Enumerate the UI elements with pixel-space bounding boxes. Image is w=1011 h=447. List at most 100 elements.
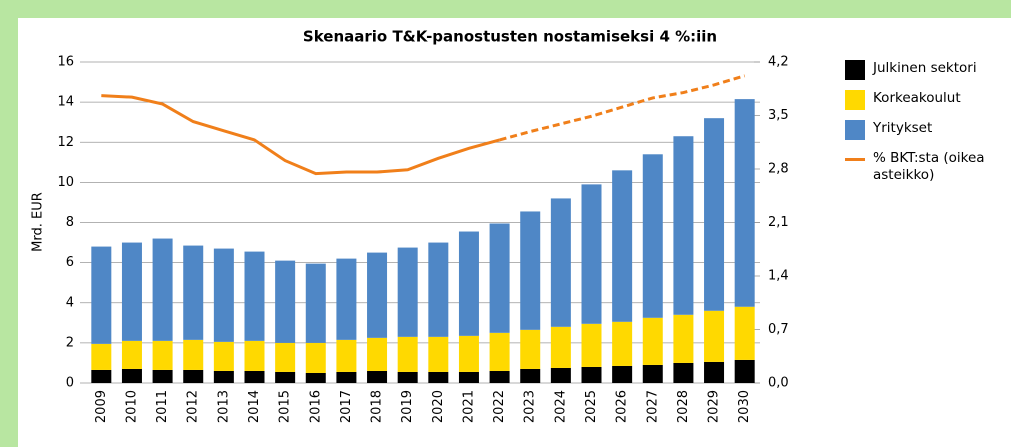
legend-swatch [845, 60, 865, 80]
bar-segment [673, 314, 694, 363]
y2-tick-label: 0,0 [768, 376, 789, 391]
bar-segment [428, 242, 449, 337]
y-tick-label: 16 [57, 55, 74, 70]
bar-segment [91, 246, 112, 344]
line-series [499, 74, 746, 142]
bar-segment [367, 337, 388, 371]
x-tick-label: 2027 [645, 390, 660, 423]
bar-segment [121, 242, 142, 341]
legend-item: Korkeakoulut [845, 90, 1008, 110]
bar-segment [244, 370, 265, 383]
bar-segment [489, 223, 510, 333]
bar-segment [183, 245, 204, 340]
x-tick-label: 2028 [676, 390, 691, 423]
bar-segment [673, 136, 694, 315]
bar-segment [121, 340, 142, 369]
legend-label: Yritykset [873, 120, 933, 136]
bar-segment [704, 361, 725, 383]
bar-segment [336, 258, 357, 340]
bar-segment [550, 367, 571, 383]
bar-segment [183, 339, 204, 370]
y-tick-label: 6 [66, 255, 74, 270]
bar-segment [428, 371, 449, 383]
bar-segment [397, 247, 418, 337]
y2-tick-label: 2,1 [768, 215, 789, 230]
bar-segment [734, 99, 755, 307]
x-tick-label: 2012 [186, 390, 201, 423]
x-tick-label: 2024 [553, 390, 568, 423]
x-tick-label: 2011 [155, 390, 170, 423]
bar-segment [397, 371, 418, 383]
y2-tick-label: 3,5 [768, 108, 789, 123]
bar-segment [642, 154, 663, 318]
x-tick-label: 2019 [400, 390, 415, 423]
bar-segment [642, 364, 663, 383]
bar-segment [305, 372, 326, 383]
y-tick-label: 4 [66, 295, 74, 310]
x-tick-label: 2009 [94, 390, 109, 423]
bar-segment [581, 323, 602, 367]
legend-label: % BKT:sta (oikea asteikko) [873, 150, 985, 183]
y-tick-label: 0 [66, 376, 74, 391]
bar-segment [428, 336, 449, 372]
bar-segment [244, 251, 265, 341]
y-axis-label: Mrd. EUR [31, 192, 46, 252]
bar-segment [704, 118, 725, 311]
bar-segment [305, 342, 326, 373]
x-tick-label: 2015 [278, 390, 293, 423]
legend-swatch [845, 120, 865, 140]
x-tick-label: 2022 [492, 390, 507, 423]
bar-segment [734, 306, 755, 360]
legend-label: Korkeakoulut [873, 90, 961, 106]
bar-segment [244, 340, 265, 371]
bar-segment [612, 365, 633, 383]
bar-segment [275, 342, 296, 372]
chart-title: Skenaario T&K-panostusten nostamiseksi 4… [303, 28, 717, 46]
legend-swatch [845, 90, 865, 110]
bar-segment [520, 368, 541, 383]
y-tick-label: 12 [57, 135, 74, 150]
x-tick-label: 2017 [339, 390, 354, 423]
bar-segment [213, 248, 234, 342]
bar-segment [336, 371, 357, 383]
y-tick-label: 2 [66, 335, 74, 350]
bar-segment [91, 343, 112, 370]
bar-segment [397, 336, 418, 372]
bar-segment [367, 370, 388, 383]
x-tick-label: 2029 [707, 390, 722, 423]
x-tick-label: 2018 [370, 390, 385, 423]
x-tick-label: 2030 [737, 390, 752, 423]
bar-segment [121, 368, 142, 383]
x-tick-label: 2014 [247, 390, 262, 423]
bar-segment [734, 359, 755, 383]
y-tick-label: 10 [57, 175, 74, 190]
bar-segment [520, 329, 541, 369]
bar-segment [275, 260, 296, 343]
bar-segment [581, 184, 602, 324]
legend-item: % BKT:sta (oikea asteikko) [845, 150, 1008, 184]
x-tick-label: 2016 [308, 390, 323, 423]
bar-segment [458, 371, 479, 383]
bar-segment [152, 369, 173, 383]
line-series [101, 94, 500, 176]
x-tick-label: 2010 [124, 390, 139, 423]
bar-segment [642, 317, 663, 365]
x-tick-label: 2023 [523, 390, 538, 423]
bar-segment [550, 198, 571, 327]
y2-tick-label: 1,4 [768, 269, 789, 284]
x-tick-label: 2013 [216, 390, 231, 423]
legend-label: Julkinen sektori [873, 60, 977, 76]
bar-segment [275, 371, 296, 383]
y2-tick-label: 4,2 [768, 55, 789, 70]
x-tick-label: 2025 [584, 390, 599, 423]
bar-segment [612, 170, 633, 322]
y-tick-label: 14 [57, 95, 74, 110]
bar-segment [489, 370, 510, 383]
bar-segment [367, 252, 388, 338]
legend: Julkinen sektori Korkeakoulut Yritykset % B… [845, 60, 1008, 194]
bar-segment [152, 238, 173, 341]
legend-swatch [845, 158, 865, 161]
bar-segment [458, 335, 479, 372]
